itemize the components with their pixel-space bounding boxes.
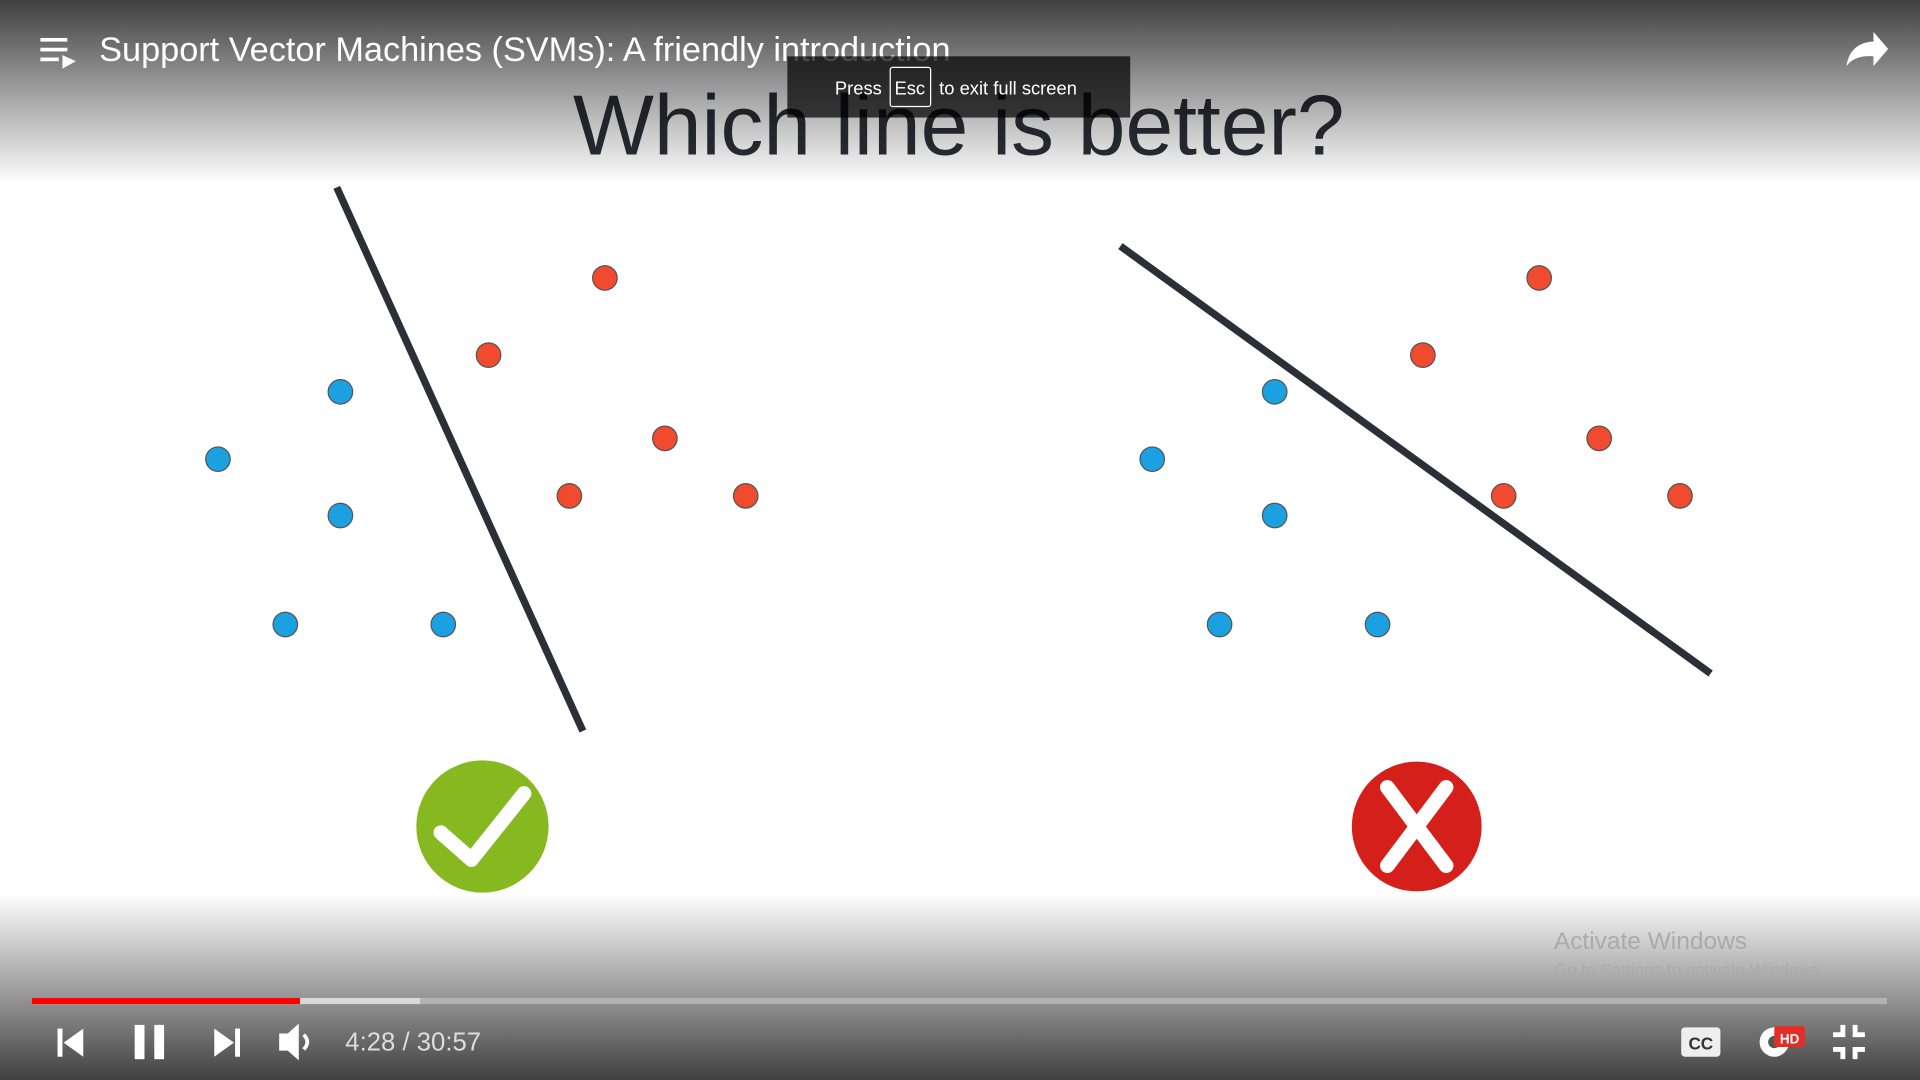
captions-button[interactable]: CC (1681, 1027, 1721, 1057)
notice-key: Esc (894, 77, 925, 98)
watermark-subtitle: Go to Settings to activate Windows. (1554, 960, 1824, 980)
point (652, 425, 678, 452)
point (1667, 483, 1693, 509)
point (1490, 483, 1517, 509)
cross-icon (1351, 761, 1482, 892)
point (1261, 378, 1288, 405)
captions-label: CC (1688, 1033, 1713, 1053)
point (272, 611, 299, 638)
notice-text: to exit full screen (939, 77, 1077, 98)
point (327, 502, 354, 529)
separator-line (333, 185, 587, 733)
separator-line (1118, 243, 1713, 677)
check-icon (416, 760, 549, 893)
right-plot (1118, 243, 1713, 677)
hd-badge: HD (1780, 1031, 1800, 1046)
notice-text: Press (835, 77, 882, 98)
point (1139, 446, 1166, 473)
fullscreen-notice: Press Esc to exit full screen (787, 56, 1131, 118)
blue-points (205, 378, 457, 638)
point (1206, 611, 1233, 638)
pause-button[interactable] (134, 1024, 165, 1060)
point (430, 611, 457, 638)
point (205, 446, 231, 473)
point (592, 265, 618, 291)
blue-points (1139, 378, 1391, 638)
settings-button[interactable]: HD (1759, 1026, 1805, 1057)
share-button[interactable] (1846, 31, 1889, 67)
red-points (475, 265, 759, 509)
point (1586, 425, 1613, 452)
point (732, 483, 759, 509)
bottom-shade (0, 893, 1920, 1080)
next-button[interactable] (214, 1028, 240, 1057)
exit-fullscreen-button[interactable] (1833, 1024, 1865, 1060)
volume-button[interactable] (279, 1023, 310, 1061)
point (327, 378, 354, 405)
point (475, 342, 502, 368)
progress-bar[interactable] (31, 997, 1887, 1005)
playlist-button[interactable] (40, 37, 76, 69)
time-display: 4:28 / 30:57 (345, 1029, 481, 1057)
left-plot (205, 185, 759, 733)
point (556, 483, 583, 509)
watermark-title: Activate Windows (1554, 928, 1747, 955)
previous-button[interactable] (57, 1028, 84, 1057)
red-points (1410, 265, 1693, 509)
point (1410, 342, 1436, 368)
point (1526, 265, 1553, 291)
point (1364, 611, 1391, 638)
point (1261, 502, 1288, 529)
